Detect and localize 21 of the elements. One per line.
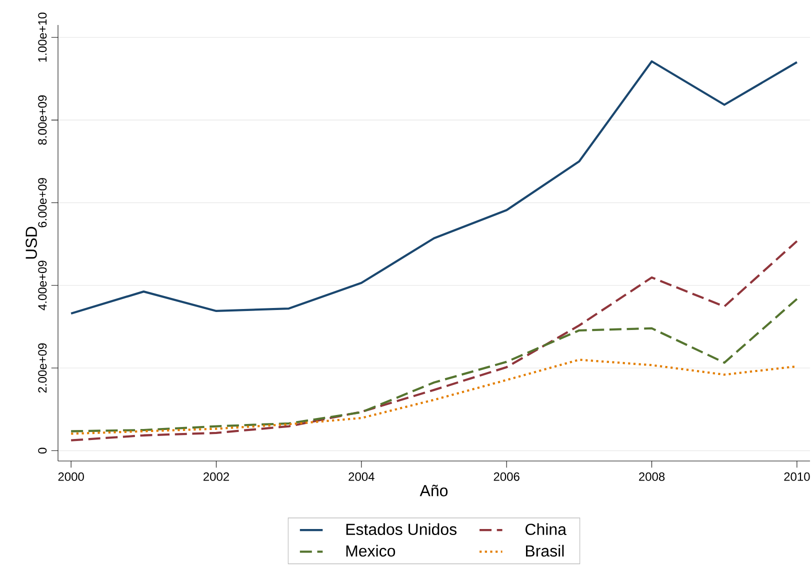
x-tick-label: 2002 (204, 472, 229, 481)
y-tick-label: 1.00e+10 (38, 12, 47, 62)
x-tick-label: 2008 (639, 472, 665, 481)
line-series (70, 240, 798, 442)
y-tick-label: 8.00e+09 (38, 95, 47, 145)
legend-label: Brasil (526, 544, 564, 557)
y-tick-label: 2.00e+09 (38, 343, 47, 393)
y-tick-label: 4.00e+09 (38, 260, 47, 310)
line-series (70, 298, 798, 432)
y-axis-title: USD (26, 226, 37, 259)
legend-label: China (526, 523, 566, 536)
y-tick-label: 0 (38, 448, 47, 454)
x-tick-label: 2006 (494, 472, 520, 481)
legend-label: Estados Unidos (346, 523, 457, 536)
x-tick-label: 2010 (784, 472, 810, 481)
legend-label: Mexico (346, 544, 396, 557)
y-tick-label: 6.00e+09 (38, 178, 47, 228)
line-series (70, 60, 798, 315)
x-tick-label: 2004 (348, 472, 374, 481)
x-tick-label: 2000 (58, 472, 84, 481)
x-axis-title: Año (420, 484, 448, 496)
